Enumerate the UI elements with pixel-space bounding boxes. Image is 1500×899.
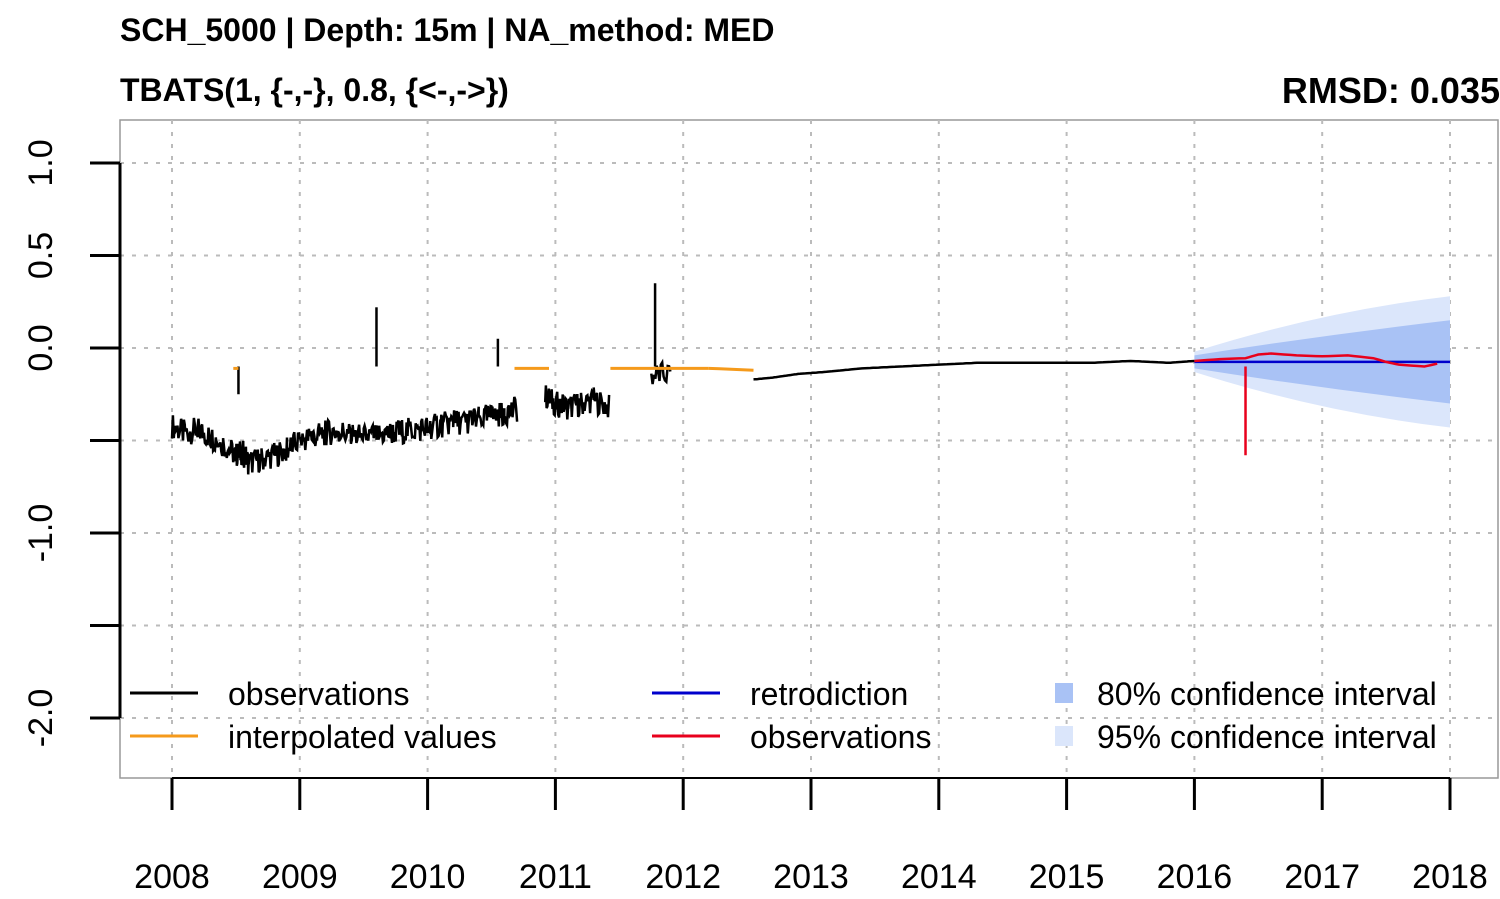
x-tick-label: 2017 xyxy=(1284,858,1360,896)
y-tick-label: 1.0 xyxy=(22,139,60,186)
x-tick-label: 2014 xyxy=(901,858,977,896)
y-tick-label: 0.5 xyxy=(22,232,60,279)
x-tick-label: 2018 xyxy=(1412,858,1488,896)
legend-label: interpolated values xyxy=(228,719,497,755)
legend-label: 80% confidence interval xyxy=(1097,676,1437,712)
y-tick-label: -2.0 xyxy=(22,689,60,748)
legend-label: observations xyxy=(228,676,409,712)
x-tick-label: 2013 xyxy=(773,858,849,896)
series-line-observations xyxy=(753,359,1195,381)
chart-subtitle: TBATS(1, {-,-}, 0.8, {<-,->}) xyxy=(120,72,509,108)
x-tick-label: 2008 xyxy=(134,858,210,896)
series-line-observations xyxy=(650,358,672,385)
x-tick-label: 2009 xyxy=(262,858,338,896)
legend-swatch-ci95 xyxy=(1055,726,1073,746)
x-tick-label: 2016 xyxy=(1157,858,1233,896)
y-tick-label: -1.0 xyxy=(22,504,60,563)
x-tick-label: 2015 xyxy=(1029,858,1105,896)
legend-label: observations xyxy=(750,719,931,755)
series-line-interpolated xyxy=(708,366,754,372)
x-tick-label: 2012 xyxy=(645,858,721,896)
series-line-test_observations xyxy=(1194,352,1438,368)
x-tick-label: 2011 xyxy=(519,858,592,896)
series-line-observations xyxy=(543,385,611,420)
series-line-observations xyxy=(170,396,519,475)
chart-title: SCH_5000 | Depth: 15m | NA_method: MED xyxy=(120,12,775,48)
rmsd-label: RMSD: 0.035 xyxy=(1281,70,1500,111)
legend-swatch-ci80 xyxy=(1055,683,1073,703)
y-tick-label: 0.0 xyxy=(22,324,60,371)
legend-label: retrodiction xyxy=(750,676,908,712)
legend-label: 95% confidence interval xyxy=(1097,719,1437,755)
x-tick-label: 2010 xyxy=(390,858,466,896)
